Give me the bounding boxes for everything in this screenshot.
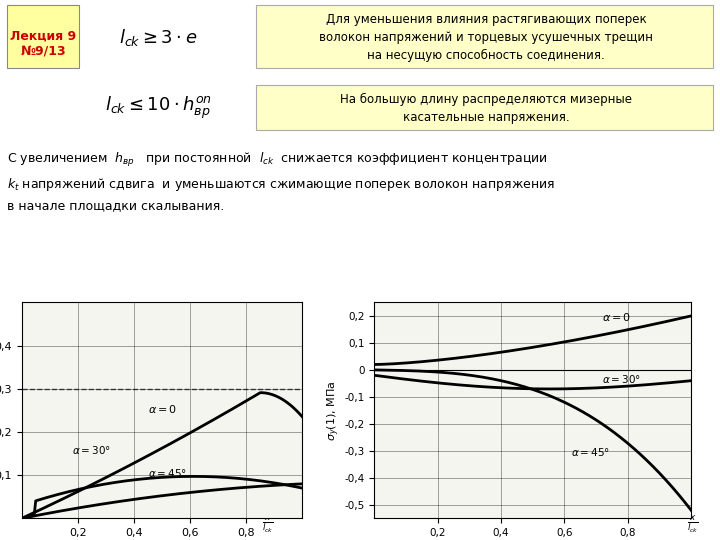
Text: Лекция 9: Лекция 9 <box>10 30 76 43</box>
Text: №9/13: №9/13 <box>20 45 66 58</box>
Text: Для уменьшения влияния растягивающих поперек
волокон напряжений и торцевых усуше: Для уменьшения влияния растягивающих поп… <box>319 13 653 63</box>
FancyBboxPatch shape <box>256 5 713 68</box>
Text: $\frac{x}{l_{ck}}$: $\frac{x}{l_{ck}}$ <box>687 513 698 535</box>
Text: $\frac{x}{l_{ck}}$: $\frac{x}{l_{ck}}$ <box>262 513 274 535</box>
FancyBboxPatch shape <box>256 85 713 130</box>
Text: $l_{ck} \leq 10 \cdot h_{вр}^{on}$: $l_{ck} \leq 10 \cdot h_{вр}^{on}$ <box>105 95 212 121</box>
Text: $\alpha=45°$: $\alpha=45°$ <box>571 446 610 458</box>
Text: $l_{ck} \geq 3 \cdot e$: $l_{ck} \geq 3 \cdot e$ <box>120 28 197 48</box>
Text: $\alpha=45°$: $\alpha=45°$ <box>148 467 187 480</box>
Text: С увеличением  $\boldsymbol{h_{вр}}$   при постоянной  $\boldsymbol{l_{ck}}$  сн: С увеличением $\boldsymbol{h_{вр}}$ при … <box>7 151 555 212</box>
Text: $\alpha=0$: $\alpha=0$ <box>148 402 177 415</box>
Y-axis label: $\sigma_y(1)$, МПа: $\sigma_y(1)$, МПа <box>325 380 342 441</box>
Text: $\alpha=0$: $\alpha=0$ <box>603 311 631 323</box>
FancyBboxPatch shape <box>7 5 79 68</box>
Text: На большую длину распределяются мизерные
касательные напряжения.: На большую длину распределяются мизерные… <box>340 92 632 124</box>
Text: $\alpha=30°$: $\alpha=30°$ <box>72 443 111 456</box>
Text: $\alpha=30°$: $\alpha=30°$ <box>603 373 642 386</box>
